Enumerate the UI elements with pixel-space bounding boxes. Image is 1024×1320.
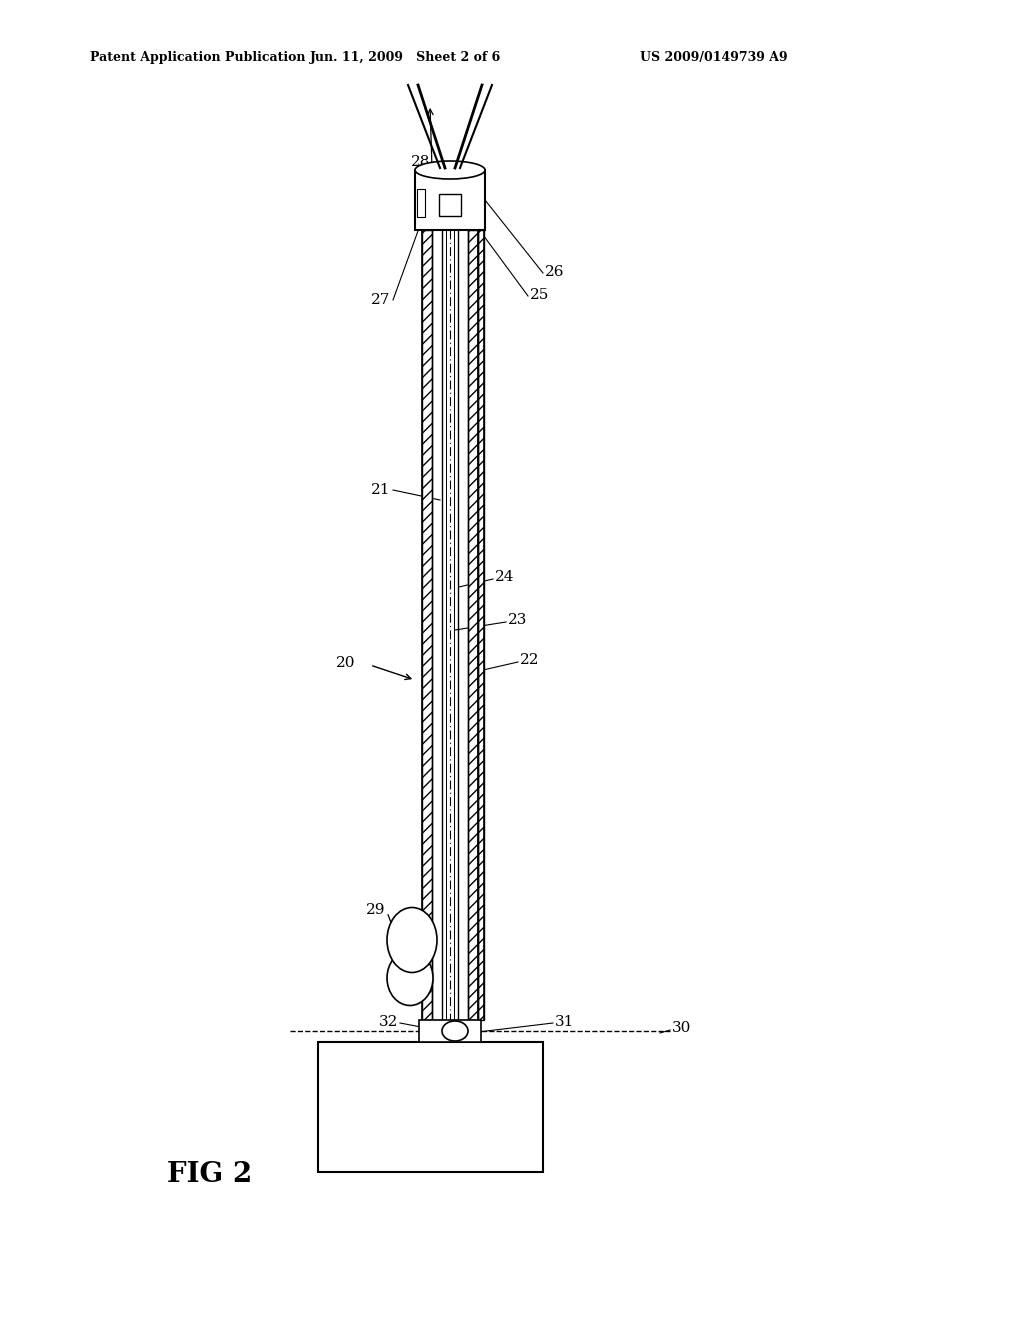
Text: 22: 22 <box>520 653 540 667</box>
Text: 33: 33 <box>490 1104 509 1117</box>
Text: 25: 25 <box>530 288 549 302</box>
Bar <box>318 1041 543 1172</box>
Ellipse shape <box>387 908 437 973</box>
Text: US 2009/0149739 A9: US 2009/0149739 A9 <box>640 51 787 65</box>
Text: FIG 2: FIG 2 <box>167 1162 253 1188</box>
Text: Jun. 11, 2009   Sheet 2 of 6: Jun. 11, 2009 Sheet 2 of 6 <box>310 51 502 65</box>
Text: Patent Application Publication: Patent Application Publication <box>90 51 305 65</box>
Bar <box>478 230 484 1020</box>
Text: 30: 30 <box>672 1020 691 1035</box>
Text: 28: 28 <box>411 154 430 169</box>
Text: 32: 32 <box>379 1015 398 1030</box>
Bar <box>468 230 478 1020</box>
Text: 31: 31 <box>555 1015 574 1030</box>
Ellipse shape <box>387 950 433 1006</box>
Text: 20: 20 <box>336 656 355 671</box>
Bar <box>422 230 432 1020</box>
Text: 29: 29 <box>366 903 385 917</box>
Text: 23: 23 <box>508 612 527 627</box>
Text: 24: 24 <box>495 570 514 583</box>
Text: 21: 21 <box>371 483 390 498</box>
Bar <box>415 170 485 230</box>
Text: 26: 26 <box>545 265 564 279</box>
Ellipse shape <box>442 1020 468 1041</box>
Bar <box>419 1020 481 1041</box>
Ellipse shape <box>415 161 485 180</box>
Bar <box>439 194 461 216</box>
Bar <box>417 189 425 216</box>
Text: 27: 27 <box>371 293 390 308</box>
